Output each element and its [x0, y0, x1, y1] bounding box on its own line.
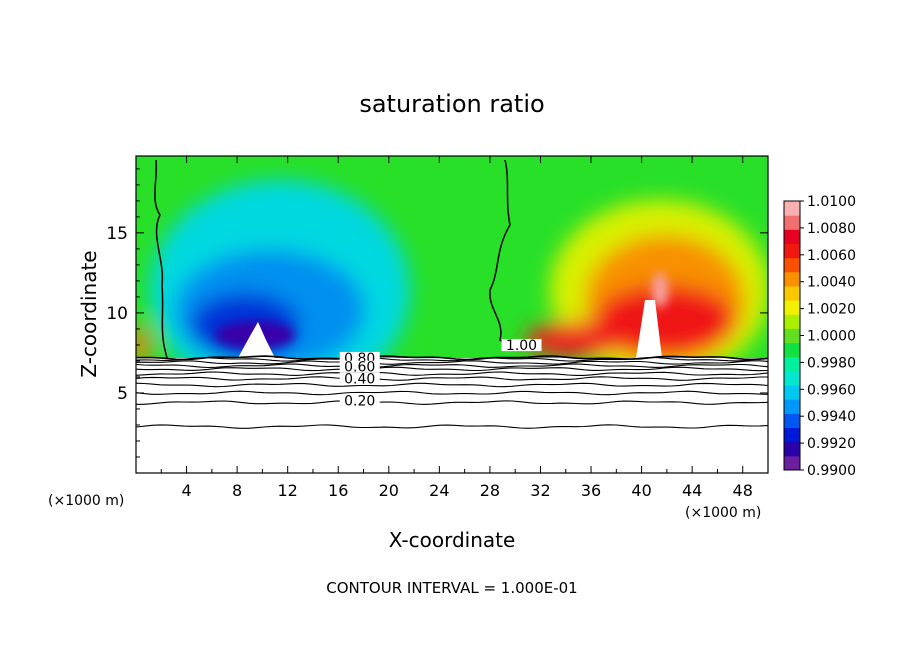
x-unit-right: (×1000 m): [685, 505, 761, 521]
x-tick-label: 32: [530, 481, 550, 500]
contour-label: 0.60: [344, 360, 375, 376]
contour-label-bg: [339, 394, 380, 407]
x-tick-label: 36: [581, 481, 601, 500]
colorbar-label: 1.0020: [807, 302, 856, 318]
contour-label-bg: [339, 360, 380, 373]
contour-line: [136, 376, 768, 381]
x-axis-ticks: 4 8 12 16 20 24 28 32 36 40 44 48: [160, 156, 753, 500]
contour-line: [136, 355, 768, 361]
x-tick-label: 24: [429, 481, 449, 500]
contour-line-1-00-middle: [489, 159, 511, 346]
contour-line: [136, 357, 768, 362]
contour-labels: 1.000.800.600.400.20: [339, 338, 542, 409]
colorbar-label: 0.9980: [807, 355, 856, 371]
colorbar-label: 0.9920: [807, 436, 856, 452]
colorbar-swatch: [784, 385, 800, 400]
field-pink-core: [652, 272, 668, 308]
y-tick-label: 15: [106, 224, 128, 244]
x-axis-label: X-coordinate: [389, 528, 516, 552]
contour-line: [136, 363, 768, 369]
contour-lines: [136, 355, 768, 429]
x-tick-label: 4: [181, 481, 191, 500]
colorbar-label: 1.0100: [807, 194, 856, 210]
colorbar-label: 1.0040: [807, 275, 856, 291]
colorbar-swatch: [784, 215, 800, 230]
contour-label: 1.00: [506, 338, 537, 354]
x-tick-label: 48: [733, 481, 753, 500]
x-tick-label: 8: [232, 481, 242, 500]
colorbar-label: 0.9900: [807, 463, 856, 479]
contour-label-bg: [501, 339, 542, 352]
x-tick-label: 20: [379, 481, 399, 500]
colorbar-swatch: [784, 314, 800, 329]
y-axis-label: Z-coordinate: [77, 250, 101, 377]
colorbar-swatch: [784, 455, 800, 471]
x-tick-label: 16: [328, 481, 348, 500]
colorbar-label: 0.9940: [807, 409, 856, 425]
y-tick-label: 10: [106, 304, 128, 324]
colorbar-swatch: [784, 271, 800, 287]
colorbar-swatch: [784, 342, 800, 358]
colorbar-swatch: [784, 243, 800, 259]
colorbar-swatch: [784, 300, 800, 315]
x-tick-label: 28: [480, 481, 500, 500]
color-field: [136, 156, 768, 400]
contour-line: [136, 400, 768, 405]
colorbar-label: 1.0080: [807, 221, 856, 237]
colorbar-swatch: [784, 285, 800, 301]
colorbar-swatch: [784, 257, 800, 273]
x-tick-label: 12: [278, 481, 298, 500]
colorbar-swatch: [784, 427, 800, 443]
colorbar-swatch: [784, 356, 800, 372]
colorbar-swatch: [784, 229, 800, 244]
colorbar-swatch: [784, 413, 800, 429]
contour-line: [136, 360, 768, 365]
colorbar-swatch: [784, 370, 800, 386]
contour-line: [136, 366, 768, 372]
plot-area: 1.000.800.600.400.20: [136, 156, 768, 473]
lower-region: [136, 358, 768, 473]
footer-note: CONTOUR INTERVAL = 1.000E-01: [326, 579, 577, 597]
contour-label: 0.40: [344, 372, 375, 388]
colorbar-swatch: [784, 201, 800, 216]
colorbar-swatch: [784, 328, 800, 344]
colorbar-swatch: [784, 441, 800, 457]
colorbar: 1.0100 1.0080 1.0060 1.0040 1.0020 1.0000 0.99…: [783, 194, 856, 479]
contour-line: [136, 390, 768, 396]
field-orange-left-edge: [136, 325, 150, 365]
contour-line-1-00-left: [154, 159, 168, 359]
contour-line: [136, 382, 768, 388]
y-tick-label: 5: [117, 384, 128, 404]
contour-line: [136, 424, 768, 429]
x-tick-label: 44: [682, 481, 702, 500]
field-red-left-lobe: [525, 322, 625, 358]
contour-line: [136, 371, 768, 376]
colorbar-swatch: [784, 399, 800, 414]
contour-label-bg: [339, 372, 380, 385]
plot-frame: [135, 155, 769, 474]
x-unit-left: (×1000 m): [48, 493, 124, 509]
colorbar-label: 1.0060: [807, 248, 856, 264]
x-tick-label: 40: [631, 481, 651, 500]
chart-title: saturation ratio: [359, 90, 544, 118]
y-axis-ticks: 5 10 15: [106, 168, 768, 458]
colorbar-label: 0.9960: [807, 382, 856, 398]
colorbar-label: 1.0000: [807, 329, 856, 345]
field-red-region: [595, 285, 735, 355]
contour-label: 0.20: [344, 393, 375, 409]
